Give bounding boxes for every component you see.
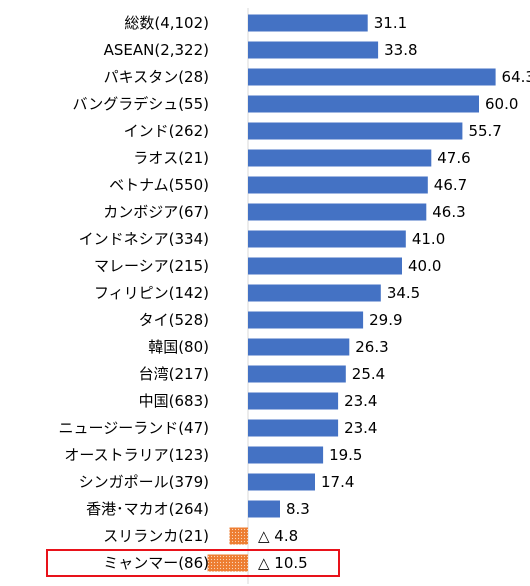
category-label-11: タイ(528) [139, 311, 209, 329]
value-label-11: 29.9 [369, 311, 402, 329]
bar-17 [248, 473, 315, 491]
category-label-6: ベトナム(550) [109, 176, 209, 194]
value-label-10: 34.5 [387, 284, 420, 302]
value-label-2: 64.3 [502, 68, 530, 86]
category-label-20: ミャンマー(86) [103, 554, 209, 572]
category-label-5: ラオス(21) [133, 149, 209, 167]
category-label-15: ニュージーランド(47) [59, 419, 210, 437]
bar-18 [248, 500, 280, 518]
bar-5 [248, 149, 432, 167]
bar-14 [248, 392, 339, 410]
bar-6 [248, 176, 428, 194]
category-label-18: 香港･マカオ(264) [86, 500, 209, 518]
value-label-13: 25.4 [352, 365, 385, 383]
value-label-19: △ 4.8 [258, 527, 298, 545]
category-label-10: フィリピン(142) [94, 284, 209, 302]
value-label-20: △ 10.5 [258, 554, 308, 572]
category-label-17: シンガポール(379) [79, 473, 209, 491]
category-label-2: パキスタン(28) [104, 68, 209, 86]
value-label-17: 17.4 [321, 473, 354, 491]
bar-13 [248, 365, 346, 383]
highlight-box [46, 549, 340, 577]
category-label-14: 中国(683) [139, 392, 209, 410]
value-label-1: 33.8 [384, 41, 417, 59]
bar-15 [248, 419, 339, 437]
category-label-7: カンボジア(67) [103, 203, 209, 221]
value-label-9: 40.0 [408, 257, 441, 275]
bar-2 [248, 68, 496, 86]
bar-11 [248, 311, 364, 329]
category-label-1: ASEAN(2,322) [104, 41, 209, 59]
bar-0 [248, 14, 368, 32]
value-label-12: 26.3 [355, 338, 388, 356]
bar-20 [207, 554, 248, 572]
category-label-9: マレーシア(215) [94, 257, 209, 275]
value-labels: 31.1 33.8 64.3 60.0 55.7 47.6 46.7 46.3 41.0 40.0… [258, 14, 530, 572]
bar-16 [248, 446, 324, 464]
value-label-3: 60.0 [485, 95, 518, 113]
bar-4 [248, 122, 463, 140]
value-label-14: 23.4 [344, 392, 377, 410]
bar-10 [248, 284, 381, 302]
category-label-16: オーストラリア(123) [64, 446, 209, 464]
bar-9 [248, 257, 402, 275]
category-labels: 総数(4,102) ASEAN(2,322) パキスタン(28) バングラデシュ(55… [59, 14, 210, 572]
value-label-4: 55.7 [468, 122, 501, 140]
bar-12 [248, 338, 350, 356]
category-label-4: インド(262) [124, 122, 209, 140]
category-label-8: インドネシア(334) [79, 230, 209, 248]
value-label-18: 8.3 [286, 500, 310, 518]
bars-layer [207, 14, 496, 572]
bar-3 [248, 95, 479, 113]
value-label-15: 23.4 [344, 419, 377, 437]
bar-7 [248, 203, 427, 221]
bar-1 [248, 41, 379, 59]
category-label-12: 韓国(80) [148, 338, 209, 356]
bar-8 [248, 230, 406, 248]
value-label-16: 19.5 [329, 446, 362, 464]
value-label-7: 46.3 [432, 203, 465, 221]
value-label-0: 31.1 [374, 14, 407, 32]
category-label-3: バングラデシュ(55) [72, 95, 209, 113]
bar-19 [229, 527, 248, 545]
value-label-8: 41.0 [412, 230, 445, 248]
category-label-19: スリランカ(21) [103, 527, 209, 545]
value-label-6: 46.7 [434, 176, 467, 194]
value-label-5: 47.6 [437, 149, 470, 167]
category-label-13: 台湾(217) [139, 365, 209, 383]
category-label-0: 総数(4,102) [124, 14, 209, 32]
